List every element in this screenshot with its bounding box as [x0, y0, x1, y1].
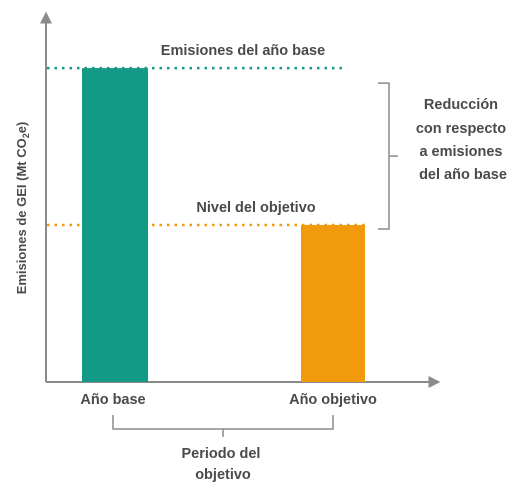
target-level-label: Nivel del objetivo [196, 200, 315, 216]
bars [82, 68, 365, 382]
x-tick-label-target-year: Año objetivo [289, 392, 377, 408]
reduction-bracket [378, 82, 398, 230]
base-year-emissions-label: Emisiones del año base [161, 43, 325, 59]
x-tick-label-base-year: Año base [80, 392, 145, 408]
bar-base-year [82, 68, 148, 382]
target-period-annotation: Periodo del objetivo [182, 446, 265, 483]
bar-target-year [301, 225, 365, 382]
reduction-annotation: Reducción con respecto a emisiones del a… [416, 97, 510, 183]
target-period-bracket [112, 415, 334, 437]
y-axis-label: Emisiones de GEI (Mt CO2e) [14, 122, 31, 295]
